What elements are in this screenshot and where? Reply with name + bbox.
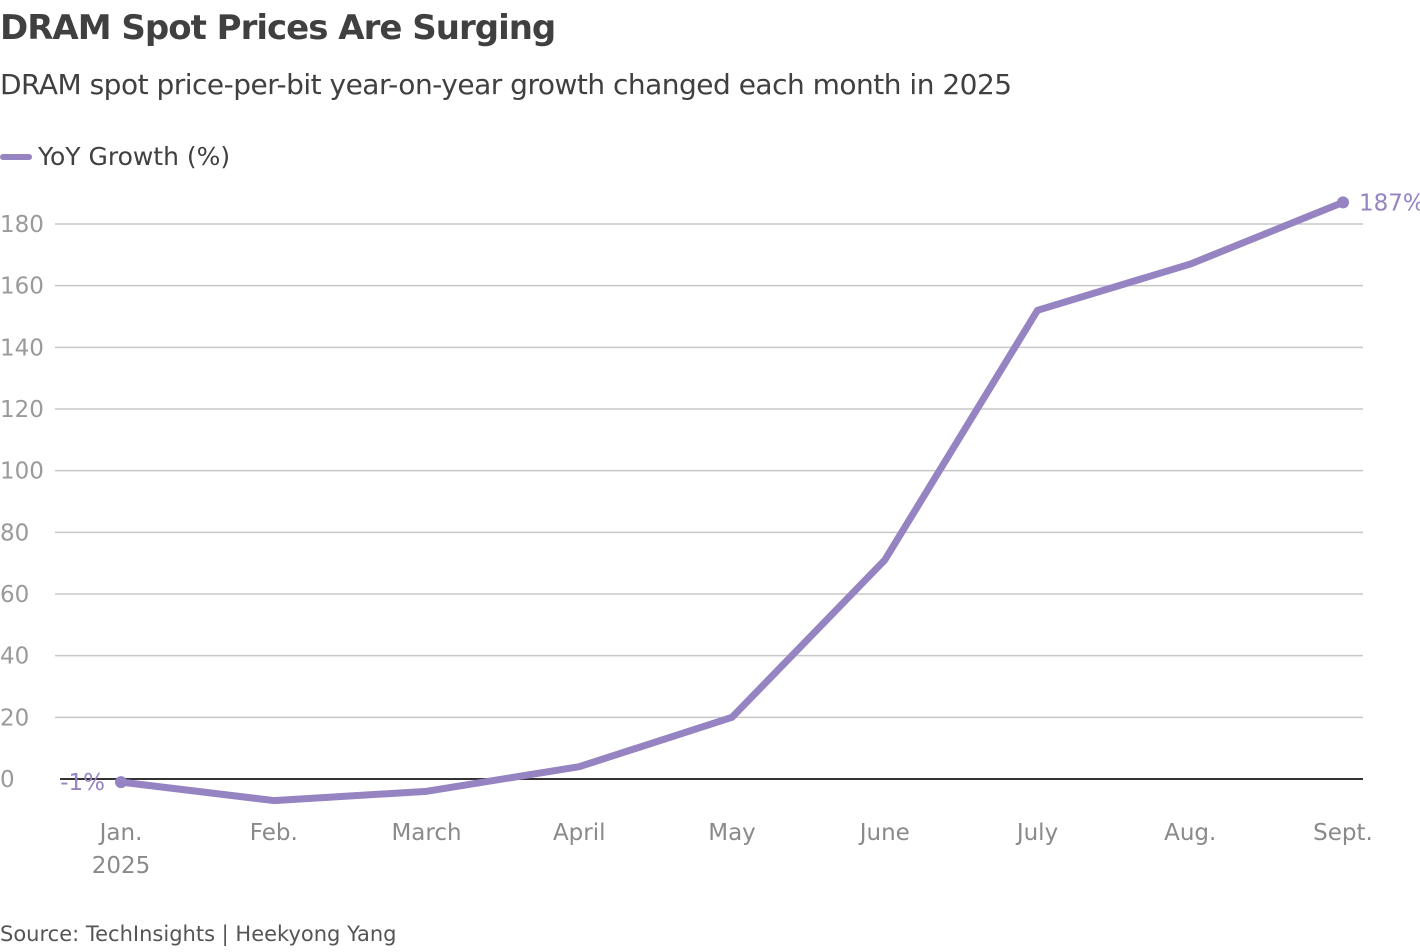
y-tick-label: 60 — [0, 582, 29, 608]
x-tick-label: June — [858, 820, 910, 846]
data-point — [1337, 196, 1349, 209]
data-point — [115, 776, 127, 789]
legend-label: YoY Growth (%) — [38, 142, 231, 171]
series-line — [117, 198, 1347, 805]
data-label: -1% — [60, 770, 105, 796]
y-tick-label: 80 — [0, 520, 29, 546]
source-note: Source: TechInsights | Heekyong Yang — [0, 922, 397, 946]
y-tick-label: 20 — [0, 705, 29, 731]
y-tick-label: 0 — [0, 767, 15, 793]
y-tick-label: 140 — [0, 335, 44, 361]
data-label: 187% — [1359, 190, 1420, 216]
y-tick-label: 180 — [0, 212, 44, 238]
y-tick-label: 160 — [0, 274, 44, 300]
y-tick-label: 40 — [0, 644, 29, 670]
x-tick-sublabel: 2025 — [92, 853, 151, 879]
x-tick-label: Jan. — [98, 820, 143, 846]
x-tick-label: Sept. — [1313, 820, 1373, 846]
x-tick-label: March — [391, 820, 461, 846]
legend: YoY Growth (%) — [0, 142, 230, 171]
legend-swatch — [0, 153, 32, 160]
x-tick-label: April — [553, 820, 606, 846]
x-tick-label: Feb. — [250, 820, 298, 846]
chart-title: DRAM Spot Prices Are Surging — [0, 8, 556, 48]
chart-subtitle: DRAM spot price-per-bit year-on-year gro… — [0, 68, 1012, 101]
x-tick-label: July — [1015, 820, 1058, 846]
x-tick-label: Aug. — [1164, 820, 1216, 846]
x-tick-label: May — [708, 820, 756, 846]
y-tick-label: 120 — [0, 397, 44, 423]
y-tick-label: 100 — [0, 459, 44, 485]
